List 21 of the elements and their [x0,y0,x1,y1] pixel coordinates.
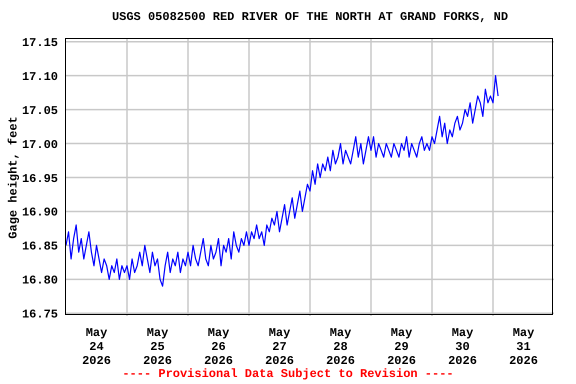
y-tick-label: 17.15 [22,36,58,50]
x-tick-label: May 29 2026 [387,326,416,368]
chart-title: USGS 05082500 RED RIVER OF THE NORTH AT GRAND FORKS, ND [110,10,510,24]
text: ---- Provisional Data Subject to Revision ---- [121,367,455,381]
y-axis-title: Gage height, feet [6,116,20,239]
y-tick-label: 16.85 [22,240,58,254]
x-tick-label: May 25 2026 [143,326,172,368]
x-tick-label: May 26 2026 [204,326,233,368]
y-tick-label: 17.00 [22,138,58,152]
x-tick-label: May 30 2026 [448,326,477,368]
x-tick-label: May 31 2026 [509,326,538,368]
y-tick-label: 16.80 [22,274,58,288]
y-tick-label: 16.95 [22,172,58,186]
x-tick-label: May 24 2026 [82,326,111,368]
x-tick-label: May 27 2026 [265,326,294,368]
x-tick-label: May 28 2026 [326,326,355,368]
line-series [66,75,499,287]
y-tick-label: 16.75 [22,308,58,322]
y-tick-label: 16.90 [22,206,58,220]
y-tick-label: 17.05 [22,104,58,118]
y-tick-label: 17.10 [22,70,58,84]
